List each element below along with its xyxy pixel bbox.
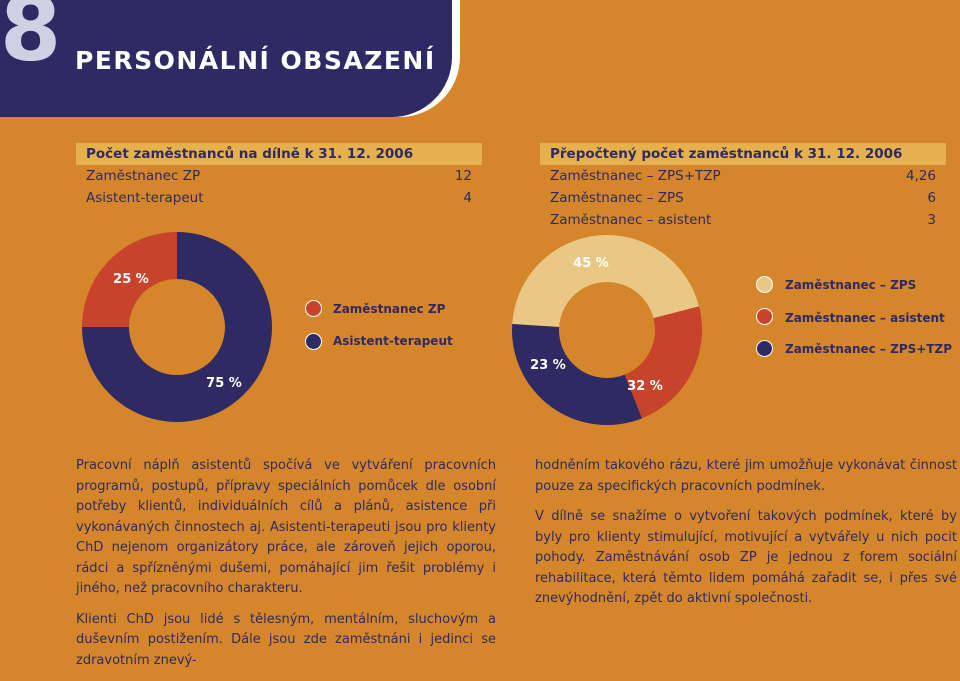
legend-label-zps: Zaměstnanec – ZPS (785, 278, 917, 292)
row-label: Zaměstnanec – ZPS (550, 190, 684, 206)
table-row: Zaměstnanec – asistent 3 (540, 209, 946, 231)
legend-swatch-asistent (305, 333, 322, 350)
legend-label-zp: Zaměstnanec ZP (333, 302, 446, 316)
donut-staff-value-label-0: 75 % (206, 376, 242, 391)
donut-staff-slice-0 (82, 232, 272, 422)
table-recalculated-count: Přepočtený počet zaměstnanců k 31. 12. 2… (540, 143, 946, 231)
header-banner: 8 PERSONÁLNÍ OBSAZENÍ (0, 0, 460, 117)
donut-recalc-slice-2 (511, 324, 642, 426)
table-employee-count: Počet zaměstnanců na dílně k 31. 12. 200… (76, 143, 482, 209)
table-row: Zaměstnanec – ZPS 6 (540, 187, 946, 209)
donut-recalc-value-label-2: 32 % (627, 379, 663, 394)
table-row: Asistent-terapeut 4 (76, 187, 482, 209)
chapter-number: 8 (0, 0, 62, 81)
row-value: 3 (927, 212, 936, 228)
paragraph: Pracovní náplň asistentů spočívá ve vytv… (76, 458, 496, 596)
donut-staff-slice-1 (82, 232, 177, 327)
paragraph: V dílně se snažíme o vytvoření takových … (535, 509, 957, 606)
legend-swatch-asistent2 (756, 308, 773, 325)
row-label: Asistent-terapeut (86, 190, 204, 206)
row-label: Zaměstnanec ZP (86, 168, 201, 184)
page-title: PERSONÁLNÍ OBSAZENÍ (75, 46, 436, 75)
paragraph: Klienti ChD jsou lidé s tělesným, mentál… (76, 611, 496, 668)
legend-swatch-zpstzp (756, 340, 773, 357)
legend-swatch-zps (756, 276, 773, 293)
legend-swatch-zp (305, 300, 322, 317)
table-row: Zaměstnanec ZP 12 (76, 165, 482, 187)
table-heading: Přepočtený počet zaměstnanců k 31. 12. 2… (540, 143, 946, 165)
legend-label-asistent2: Zaměstnanec – asistent (785, 311, 945, 325)
row-label: Zaměstnanec – ZPS+TZP (550, 168, 721, 184)
paragraph: hodněním takového rázu, které jim umožňu… (535, 458, 957, 494)
donut-recalc-value-label-1: 23 % (530, 358, 566, 373)
donut-recalc-slice-1 (624, 306, 702, 419)
row-value: 6 (927, 190, 936, 206)
legend-label-asistent: Asistent-terapeut (333, 334, 453, 348)
table-row: Zaměstnanec – ZPS+TZP 4,26 (540, 165, 946, 187)
header-banner-inner: 8 PERSONÁLNÍ OBSAZENÍ (0, 0, 452, 117)
donut-charts: 75 % 25 % 45 % 23 % 32 % (82, 232, 702, 426)
legend-label-zpstzp: Zaměstnanec – ZPS+TZP (785, 342, 952, 356)
donut-recalc-slice-0 (512, 235, 700, 327)
row-value: 4 (463, 190, 472, 206)
body-text-right: hodněním takového rázu, které jim umožňu… (535, 456, 957, 620)
row-value: 12 (454, 168, 472, 184)
row-value: 4,26 (905, 168, 936, 184)
row-label: Zaměstnanec – asistent (550, 212, 712, 228)
donut-recalc-value-label-0: 45 % (573, 256, 609, 271)
body-text-left: Pracovní náplň asistentů spočívá ve vytv… (76, 456, 496, 681)
table-heading: Počet zaměstnanců na dílně k 31. 12. 200… (76, 143, 482, 165)
donut-staff-value-label-1: 25 % (113, 272, 149, 287)
